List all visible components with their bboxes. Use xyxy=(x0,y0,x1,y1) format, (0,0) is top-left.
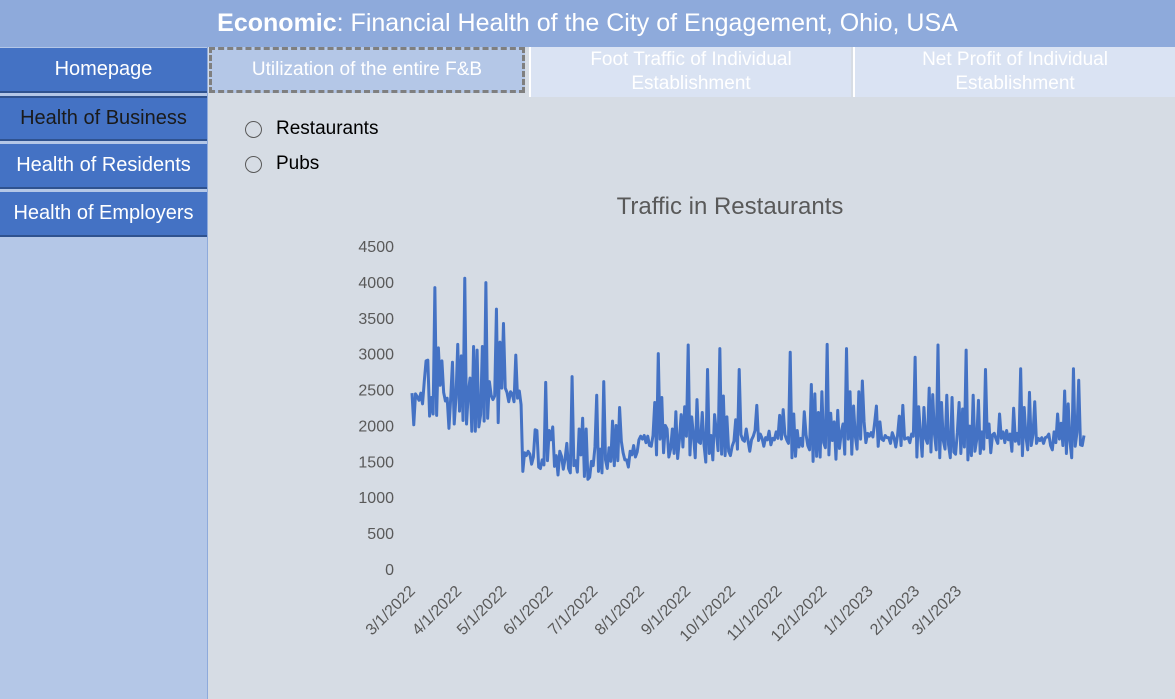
tab-label: Net Profit of Individual Establishment xyxy=(922,49,1108,94)
x-tick-label: 9/1/2022 xyxy=(638,583,694,639)
sidebar-item-health-of-business[interactable]: Health of Business xyxy=(0,96,207,141)
y-tick-label: 500 xyxy=(367,526,394,543)
y-tick-label: 0 xyxy=(385,562,394,579)
tab-foot-traffic[interactable]: Foot Traffic of Individual Establishment xyxy=(529,47,851,97)
y-tick-label: 2000 xyxy=(358,418,394,435)
x-tick-label: 12/1/2022 xyxy=(768,583,830,645)
radio-label: Pubs xyxy=(276,153,320,174)
sidebar-item-label: Health of Residents xyxy=(16,154,191,176)
sidebar-item-health-of-employers[interactable]: Health of Employers xyxy=(0,192,207,237)
y-tick-label: 4500 xyxy=(358,239,394,256)
tab-net-profit[interactable]: Net Profit of Individual Establishment xyxy=(853,47,1175,97)
header-title: Economic: Financial Health of the City o… xyxy=(217,9,958,38)
y-tick-label: 4000 xyxy=(358,275,394,292)
x-tick-label: 10/1/2022 xyxy=(677,583,739,645)
radio-restaurants[interactable]: Restaurants xyxy=(245,118,378,140)
radio-label: Restaurants xyxy=(276,118,379,139)
x-tick-label: 11/1/2022 xyxy=(724,583,786,645)
y-tick-label: 3500 xyxy=(358,311,394,328)
tab-utilization-fb[interactable]: Utilization of the entire F&B xyxy=(209,47,525,93)
tab-label: Utilization of the entire F&B xyxy=(251,59,483,80)
radio-circle-icon[interactable] xyxy=(245,155,262,173)
x-tick-label: 7/1/2022 xyxy=(545,583,601,639)
header-title-bold: Economic xyxy=(217,9,337,37)
chart-title: Traffic in Restaurants xyxy=(616,193,844,220)
x-tick-label: 5/1/2022 xyxy=(454,583,510,639)
tab-bar: Utilization of the entire F&B Foot Traff… xyxy=(207,47,1175,97)
y-tick-label: 2500 xyxy=(358,383,394,400)
x-tick-label: 8/1/2022 xyxy=(592,583,648,639)
radio-pubs[interactable]: Pubs xyxy=(245,153,319,175)
y-tick-label: 3000 xyxy=(358,347,394,364)
x-tick-label: 6/1/2022 xyxy=(500,583,556,639)
sidebar-item-label: Health of Business xyxy=(20,107,187,129)
x-tick-label: 3/1/2023 xyxy=(909,583,965,639)
radio-circle-icon[interactable] xyxy=(245,120,262,138)
x-tick-label: 2/1/2023 xyxy=(867,583,923,639)
x-tick-label: 1/1/2023 xyxy=(821,583,877,639)
header-title-rest: : Financial Health of the City of Engage… xyxy=(336,9,958,37)
sidebar-item-label: Health of Employers xyxy=(13,202,194,224)
y-tick-label: 1000 xyxy=(358,490,394,507)
y-tick-label: 1500 xyxy=(358,454,394,471)
tab-label: Foot Traffic of Individual Establishment xyxy=(590,49,792,94)
sidebar-item-homepage[interactable]: Homepage xyxy=(0,48,207,93)
app-header: Economic: Financial Health of the City o… xyxy=(0,0,1175,47)
x-tick-label: 3/1/2022 xyxy=(363,583,419,639)
sidebar-item-health-of-residents[interactable]: Health of Residents xyxy=(0,144,207,189)
series-line-traffic xyxy=(410,276,1086,481)
sidebar: Homepage Health of Business Health of Re… xyxy=(0,47,208,699)
x-tick-label: 4/1/2022 xyxy=(409,583,465,639)
sidebar-item-label: Homepage xyxy=(54,58,153,80)
